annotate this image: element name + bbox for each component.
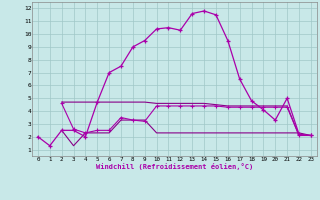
X-axis label: Windchill (Refroidissement éolien,°C): Windchill (Refroidissement éolien,°C) [96, 163, 253, 170]
